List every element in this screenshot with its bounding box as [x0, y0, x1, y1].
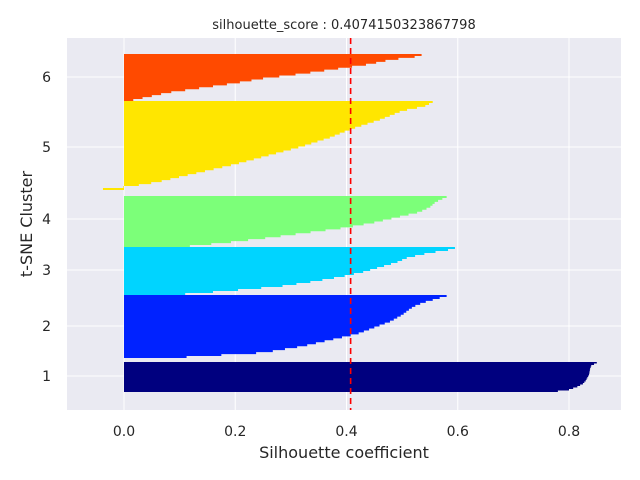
cluster-2-silhouette	[124, 295, 447, 358]
y-tick-label: 1	[42, 369, 51, 385]
cluster-1-silhouette	[124, 362, 597, 392]
x-tick-label: 0.0	[113, 424, 135, 440]
x-tick-label: 0.8	[558, 424, 580, 440]
cluster-6-silhouette	[124, 54, 422, 101]
x-tick-label: 0.6	[447, 424, 469, 440]
y-tick-label: 3	[42, 263, 51, 279]
y-tick-label: 6	[42, 70, 51, 86]
x-tick-labels: 0.0 0.2 0.4 0.6 0.8	[113, 424, 580, 440]
y-tick-labels: 1 2 3 4 5 6	[42, 70, 51, 385]
x-axis-label: Silhouette coefficient	[259, 443, 429, 462]
y-tick-label: 5	[42, 140, 51, 156]
y-tick-label: 2	[42, 319, 51, 335]
x-tick-label: 0.2	[224, 424, 246, 440]
cluster-4-silhouette	[124, 196, 447, 247]
cluster-3-silhouette	[124, 247, 455, 295]
chart-title: silhouette_score : 0.4074150323867798	[212, 18, 475, 33]
y-tick-label: 4	[42, 212, 51, 228]
y-axis-label: t-SNE Cluster	[17, 171, 36, 278]
x-tick-label: 0.4	[335, 424, 357, 440]
